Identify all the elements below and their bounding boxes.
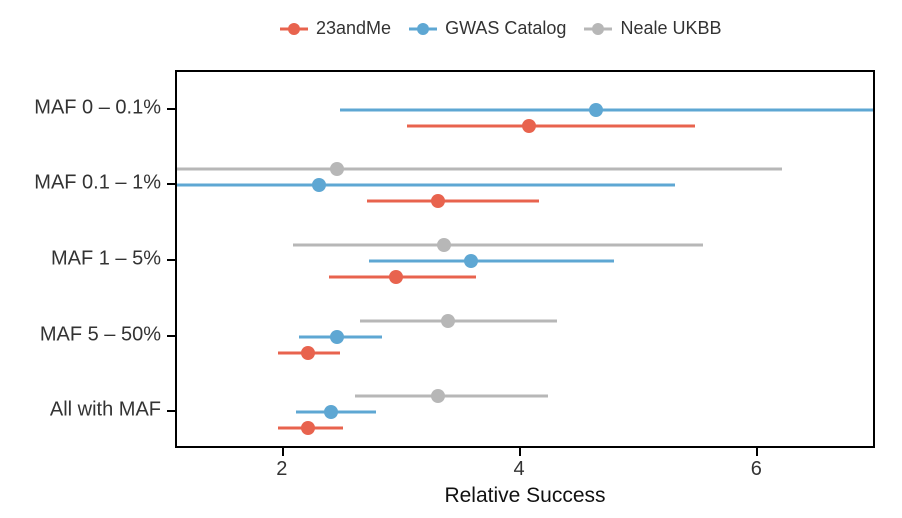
legend-swatch	[409, 22, 437, 36]
plot-area	[175, 70, 875, 448]
x-tick	[282, 448, 284, 456]
legend-item: GWAS Catalog	[409, 18, 566, 39]
ci-bar	[355, 395, 548, 398]
y-tick-label: MAF 1 – 5%	[51, 248, 161, 271]
y-tick-label: MAF 0.1 – 1%	[34, 172, 161, 195]
x-tick	[519, 448, 521, 456]
point	[431, 194, 445, 208]
legend-swatch	[280, 22, 308, 36]
x-axis-label: Relative Success	[444, 484, 605, 508]
legend: 23andMe GWAS Catalog Neale UKBB	[280, 18, 722, 39]
ci-bar	[177, 168, 782, 171]
ci-bar	[293, 244, 702, 247]
ci-bar	[407, 124, 695, 127]
y-tick	[167, 259, 175, 261]
y-tick	[167, 410, 175, 412]
point	[301, 421, 315, 435]
point	[330, 162, 344, 176]
point	[522, 119, 536, 133]
y-tick	[167, 183, 175, 185]
point	[589, 103, 603, 117]
legend-item: 23andMe	[280, 18, 391, 39]
x-tick-label: 6	[751, 458, 762, 481]
point	[330, 330, 344, 344]
point	[437, 238, 451, 252]
y-tick-label: All with MAF	[50, 399, 161, 422]
legend-swatch	[584, 22, 612, 36]
ci-bar	[340, 108, 875, 111]
ci-bar	[369, 260, 613, 263]
point	[431, 389, 445, 403]
y-tick-label: MAF 0 – 0.1%	[34, 96, 161, 119]
ci-bar	[367, 200, 539, 203]
ci-bar	[360, 319, 557, 322]
legend-item: Neale UKBB	[584, 18, 721, 39]
legend-label: GWAS Catalog	[445, 18, 566, 39]
point	[301, 346, 315, 360]
y-tick-label: MAF 5 – 50%	[40, 323, 161, 346]
point	[441, 314, 455, 328]
point	[312, 178, 326, 192]
y-tick	[167, 108, 175, 110]
x-tick-label: 2	[276, 458, 287, 481]
legend-label: Neale UKBB	[620, 18, 721, 39]
y-tick	[167, 335, 175, 337]
x-tick	[756, 448, 758, 456]
point	[324, 405, 338, 419]
point	[464, 254, 478, 268]
ci-bar	[177, 184, 675, 187]
forest-plot-chart: 23andMe GWAS Catalog Neale UKBB 2 4 6 Relat…	[0, 0, 902, 518]
point	[389, 270, 403, 284]
legend-label: 23andMe	[316, 18, 391, 39]
x-tick-label: 4	[514, 458, 525, 481]
